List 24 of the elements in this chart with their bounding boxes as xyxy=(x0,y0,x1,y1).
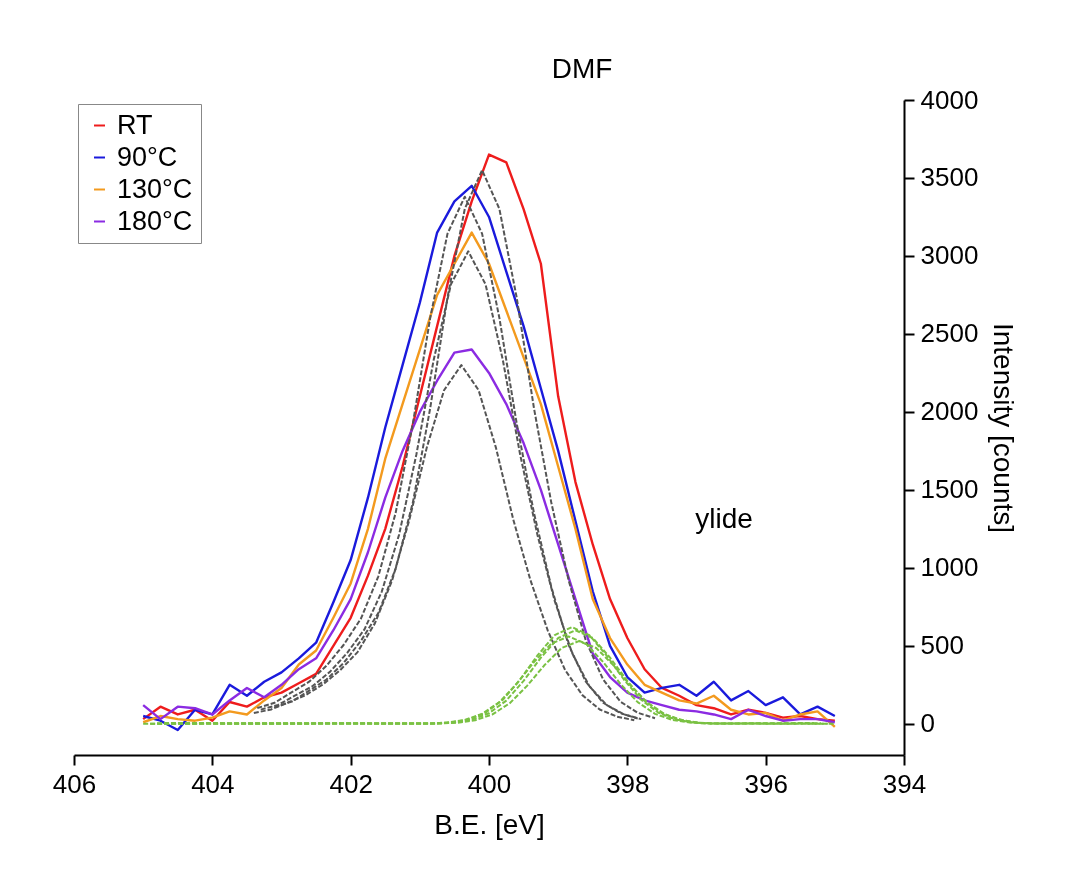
x-tick-label: 396 xyxy=(744,768,788,799)
x-tick-label: 394 xyxy=(882,768,927,799)
legend-label: 90°C xyxy=(117,141,178,172)
x-tick-label: 400 xyxy=(467,768,512,799)
legend-label: 130°C xyxy=(117,173,193,204)
x-tick-label: 398 xyxy=(606,768,650,799)
y-tick-label: 3000 xyxy=(920,240,979,271)
x-tick-label: 406 xyxy=(52,768,97,799)
y-tick-label: 1000 xyxy=(920,552,979,583)
y-tick-label: 2000 xyxy=(920,396,979,427)
y-tick-label: 1500 xyxy=(920,474,979,505)
text: DMF xyxy=(551,53,613,84)
y-axis-title: Intensity [counts] xyxy=(988,322,1020,534)
y-tick-label: 4000 xyxy=(920,84,979,115)
y-tick-label: 0 xyxy=(920,708,935,739)
x-tick-label: 402 xyxy=(329,768,373,799)
legend-label: 180°C xyxy=(117,205,193,236)
y-tick-label: 500 xyxy=(920,630,964,661)
x-tick-label: 404 xyxy=(191,768,235,799)
legend-label: RT xyxy=(117,109,153,140)
y-tick-label: 2500 xyxy=(920,318,979,349)
y-tick-label: 3500 xyxy=(920,162,979,193)
annotation: ylide xyxy=(695,503,753,534)
x-axis-title: B.E. [eV] xyxy=(434,808,545,840)
